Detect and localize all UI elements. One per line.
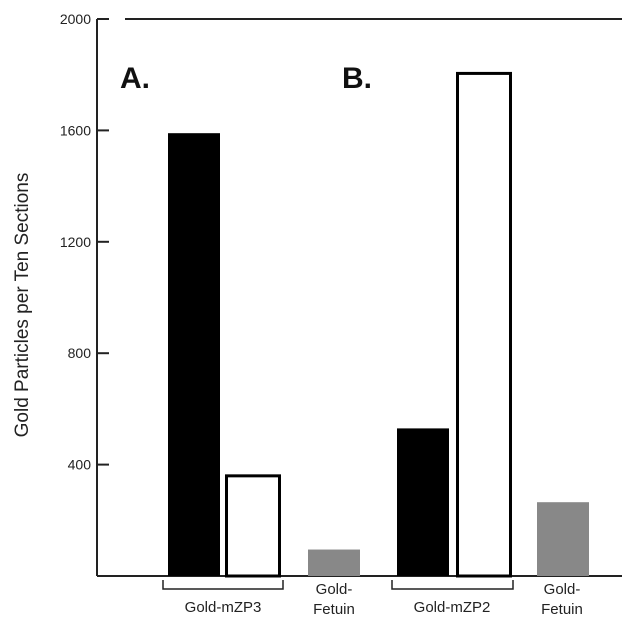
x-group-label: Fetuin bbox=[541, 601, 583, 618]
bar bbox=[168, 133, 220, 576]
y-tick-label: 1600 bbox=[60, 122, 91, 138]
group-bracket bbox=[391, 580, 514, 590]
x-group-label: Gold- bbox=[544, 581, 581, 598]
y-tick-label: 2000 bbox=[60, 11, 91, 27]
y-tick-label: 400 bbox=[68, 457, 92, 473]
x-group-label: Gold- bbox=[316, 581, 353, 598]
y-tick-label: 1200 bbox=[60, 234, 91, 250]
labels: A. B. Gold-mZP3 Gold- Fetuin Gold-mZP2 Gold- Fe… bbox=[120, 62, 583, 618]
x-group-label: Gold-mZP2 bbox=[414, 599, 491, 616]
bar bbox=[308, 549, 360, 576]
x-group-label: Fetuin bbox=[313, 601, 355, 618]
panel-label-b: B. bbox=[342, 62, 372, 95]
bar bbox=[225, 474, 281, 578]
bar bbox=[397, 428, 449, 576]
panel-label-a: A. bbox=[120, 62, 150, 95]
bars bbox=[168, 71, 589, 578]
axes: 400 800 1200 1600 2000 bbox=[60, 11, 622, 577]
y-tick-label: 800 bbox=[68, 345, 92, 361]
y-axis-title: Gold Particles per Ten Sections bbox=[12, 173, 33, 438]
bar bbox=[456, 71, 512, 578]
group-bracket bbox=[162, 580, 284, 590]
x-group-label: Gold-mZP3 bbox=[185, 599, 262, 616]
bar bbox=[537, 502, 589, 576]
